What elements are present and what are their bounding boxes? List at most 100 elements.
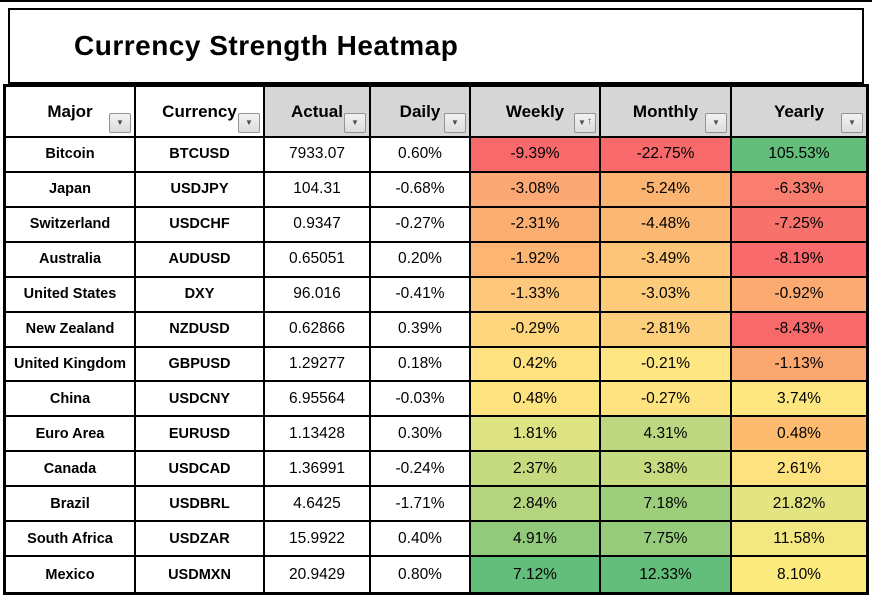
cell-actual[interactable]: 4.6425 [265, 487, 371, 523]
cell-yearly[interactable]: -1.13% [732, 347, 866, 383]
cell-actual[interactable]: 1.29277 [265, 347, 371, 383]
cell-major[interactable]: Switzerland [6, 207, 136, 243]
cell-daily[interactable]: 0.20% [371, 242, 471, 278]
cell-actual[interactable]: 0.65051 [265, 242, 371, 278]
cell-daily[interactable]: 0.40% [371, 522, 471, 558]
cell-yearly[interactable]: 2.61% [732, 452, 866, 488]
filter-dropdown-icon[interactable]: ▼↑ [705, 113, 727, 133]
cell-yearly[interactable]: 21.82% [732, 487, 866, 523]
cell-monthly[interactable]: -0.21% [601, 347, 732, 383]
cell-currency[interactable]: USDZAR [136, 522, 265, 558]
cell-currency[interactable]: USDJPY [136, 172, 265, 208]
cell-daily[interactable]: -0.03% [371, 382, 471, 418]
cell-yearly[interactable]: -8.19% [732, 242, 866, 278]
cell-major[interactable]: Bitcoin [6, 138, 136, 173]
cell-weekly[interactable]: -0.29% [471, 312, 601, 348]
cell-weekly[interactable]: 2.84% [471, 487, 601, 523]
cell-actual[interactable]: 96.016 [265, 277, 371, 313]
cell-daily[interactable]: -0.24% [371, 452, 471, 488]
cell-daily[interactable]: 0.80% [371, 557, 471, 592]
cell-currency[interactable]: AUDUSD [136, 242, 265, 278]
column-header-daily[interactable]: Daily ▼↑ [371, 87, 471, 138]
column-header-currency[interactable]: Currency ▼↑ [136, 87, 265, 138]
cell-monthly[interactable]: 4.31% [601, 417, 732, 453]
cell-actual[interactable]: 6.95564 [265, 382, 371, 418]
cell-currency[interactable]: NZDUSD [136, 312, 265, 348]
cell-yearly[interactable]: -8.43% [732, 312, 866, 348]
cell-weekly[interactable]: -1.92% [471, 242, 601, 278]
cell-yearly[interactable]: 0.48% [732, 417, 866, 453]
cell-weekly[interactable]: 2.37% [471, 452, 601, 488]
cell-weekly[interactable]: 0.48% [471, 382, 601, 418]
filter-dropdown-icon[interactable]: ▼↑ [238, 113, 260, 133]
cell-weekly[interactable]: -3.08% [471, 172, 601, 208]
column-header-monthly[interactable]: Monthly ▼↑ [601, 87, 732, 138]
cell-yearly[interactable]: 105.53% [732, 138, 866, 173]
cell-monthly[interactable]: -22.75% [601, 138, 732, 173]
cell-currency[interactable]: EURUSD [136, 417, 265, 453]
cell-monthly[interactable]: -4.48% [601, 207, 732, 243]
cell-daily[interactable]: -0.41% [371, 277, 471, 313]
cell-actual[interactable]: 15.9922 [265, 522, 371, 558]
cell-monthly[interactable]: 7.18% [601, 487, 732, 523]
cell-major[interactable]: United Kingdom [6, 347, 136, 383]
cell-weekly[interactable]: -1.33% [471, 277, 601, 313]
cell-monthly[interactable]: -2.81% [601, 312, 732, 348]
cell-actual[interactable]: 0.9347 [265, 207, 371, 243]
cell-daily[interactable]: -0.68% [371, 172, 471, 208]
cell-major[interactable]: Australia [6, 242, 136, 278]
cell-daily[interactable]: 0.30% [371, 417, 471, 453]
cell-major[interactable]: Canada [6, 452, 136, 488]
column-header-yearly[interactable]: Yearly ▼↑ [732, 87, 866, 138]
cell-major[interactable]: United States [6, 277, 136, 313]
cell-yearly[interactable]: -0.92% [732, 277, 866, 313]
cell-currency[interactable]: DXY [136, 277, 265, 313]
cell-weekly[interactable]: -9.39% [471, 138, 601, 173]
cell-actual[interactable]: 104.31 [265, 172, 371, 208]
cell-currency[interactable]: GBPUSD [136, 347, 265, 383]
filter-dropdown-icon[interactable]: ▼↑ [344, 113, 366, 133]
cell-actual[interactable]: 1.13428 [265, 417, 371, 453]
filter-sorted-icon[interactable]: ▼ ↑ [574, 113, 596, 133]
column-header-major[interactable]: Major ▼↑ [6, 87, 136, 138]
cell-actual[interactable]: 7933.07 [265, 138, 371, 173]
cell-major[interactable]: Brazil [6, 487, 136, 523]
cell-monthly[interactable]: 3.38% [601, 452, 732, 488]
cell-major[interactable]: South Africa [6, 522, 136, 558]
cell-monthly[interactable]: -5.24% [601, 172, 732, 208]
cell-currency[interactable]: USDBRL [136, 487, 265, 523]
column-header-actual[interactable]: Actual ▼↑ [265, 87, 371, 138]
cell-major[interactable]: New Zealand [6, 312, 136, 348]
cell-daily[interactable]: 0.60% [371, 138, 471, 173]
cell-weekly[interactable]: 0.42% [471, 347, 601, 383]
cell-monthly[interactable]: 12.33% [601, 557, 732, 592]
cell-currency[interactable]: BTCUSD [136, 138, 265, 173]
filter-dropdown-icon[interactable]: ▼↑ [109, 113, 131, 133]
cell-daily[interactable]: 0.18% [371, 347, 471, 383]
cell-weekly[interactable]: -2.31% [471, 207, 601, 243]
cell-yearly[interactable]: 8.10% [732, 557, 866, 592]
cell-currency[interactable]: USDCNY [136, 382, 265, 418]
cell-currency[interactable]: USDMXN [136, 557, 265, 592]
cell-currency[interactable]: USDCAD [136, 452, 265, 488]
column-header-weekly[interactable]: Weekly ▼ ↑ [471, 87, 601, 138]
cell-yearly[interactable]: 3.74% [732, 382, 866, 418]
cell-actual[interactable]: 1.36991 [265, 452, 371, 488]
cell-monthly[interactable]: -0.27% [601, 382, 732, 418]
filter-dropdown-icon[interactable]: ▼↑ [841, 113, 863, 133]
cell-major[interactable]: Japan [6, 172, 136, 208]
cell-monthly[interactable]: -3.03% [601, 277, 732, 313]
cell-yearly[interactable]: 11.58% [732, 522, 866, 558]
cell-monthly[interactable]: -3.49% [601, 242, 732, 278]
cell-daily[interactable]: -0.27% [371, 207, 471, 243]
cell-weekly[interactable]: 4.91% [471, 522, 601, 558]
cell-daily[interactable]: -1.71% [371, 487, 471, 523]
cell-currency[interactable]: USDCHF [136, 207, 265, 243]
cell-actual[interactable]: 20.9429 [265, 557, 371, 592]
cell-weekly[interactable]: 7.12% [471, 557, 601, 592]
cell-yearly[interactable]: -7.25% [732, 207, 866, 243]
filter-dropdown-icon[interactable]: ▼↑ [444, 113, 466, 133]
cell-actual[interactable]: 0.62866 [265, 312, 371, 348]
cell-weekly[interactable]: 1.81% [471, 417, 601, 453]
cell-daily[interactable]: 0.39% [371, 312, 471, 348]
